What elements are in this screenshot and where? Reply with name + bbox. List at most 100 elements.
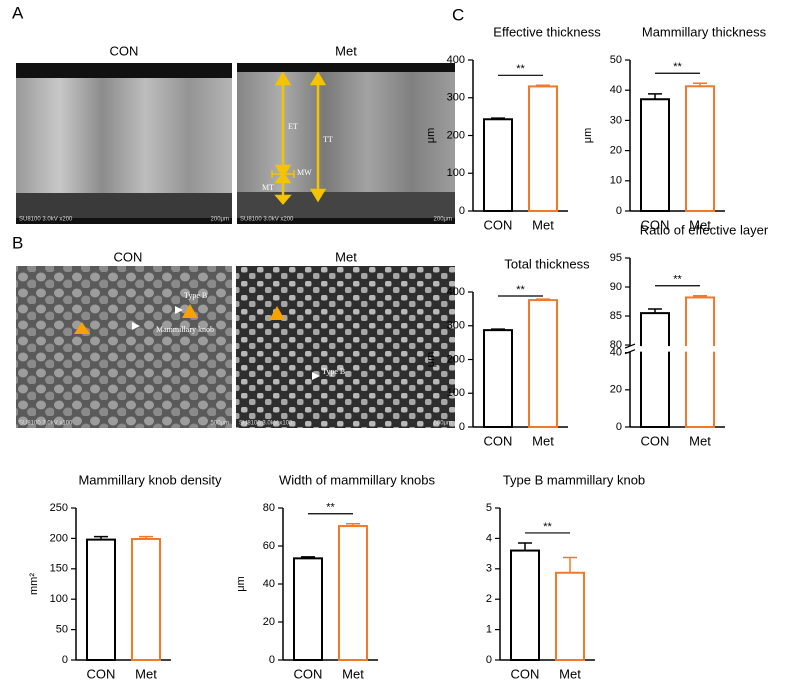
error-bar	[139, 535, 153, 540]
annotation-arrows	[271, 71, 327, 205]
bar	[685, 296, 715, 428]
error-bar	[648, 93, 662, 100]
marker	[182, 304, 198, 318]
annotation: Type B	[184, 291, 207, 300]
y-tick-label: 150	[50, 563, 68, 575]
x-tick-label: Met	[559, 666, 581, 681]
chart-title: Mammillary knob density	[78, 472, 222, 487]
chart-title: Type B mammillary knob	[503, 472, 645, 487]
chart-title: Effective thickness	[493, 24, 601, 39]
error-bar	[563, 556, 577, 573]
error-bar	[536, 84, 550, 87]
y-axis-label: μm	[582, 128, 594, 144]
image-footer: SU8100 3.0kV x200	[19, 217, 73, 223]
y-tick-label: 0	[269, 654, 275, 666]
y-axis-label: μm	[235, 576, 247, 592]
y-tick-label: 50	[56, 624, 68, 636]
scale-label: 200μm	[211, 217, 229, 223]
sem-image	[237, 192, 455, 218]
y-tick-label: 200	[50, 532, 68, 544]
marker	[74, 322, 90, 334]
error-bar	[301, 556, 315, 559]
sem-image	[16, 78, 232, 193]
panel-label: B	[12, 233, 23, 252]
y-tick-label: 90	[610, 281, 622, 293]
y-tick-label: 20	[263, 616, 275, 628]
y-tick-label: 80	[610, 339, 622, 351]
y-tick-label: 100	[50, 593, 68, 605]
error-bar	[648, 308, 662, 314]
panel-label: A	[12, 3, 24, 22]
y-axis-label: mm²	[28, 573, 40, 595]
bar	[86, 538, 116, 662]
chart-title: Mammillary thickness	[642, 24, 767, 39]
y-tick-label: 300	[447, 92, 465, 104]
x-tick-label: Met	[135, 666, 157, 681]
y-tick-label: 50	[610, 54, 622, 66]
y-tick-label: 0	[459, 205, 465, 217]
image-title: CON	[114, 249, 143, 264]
bar	[131, 538, 161, 661]
y-tick-label: 0	[616, 421, 622, 433]
x-tick-label: CON	[511, 666, 540, 681]
significance-label: **	[516, 63, 525, 75]
bar	[483, 118, 513, 212]
panel-label: C	[452, 5, 464, 24]
image-footer: SU8100 3.0kV x200	[240, 217, 294, 223]
y-tick-label: 0	[616, 205, 622, 217]
break-mark	[624, 349, 636, 355]
error-bar	[536, 298, 550, 301]
y-axis-label: μm	[425, 128, 437, 144]
error-bar	[346, 523, 360, 527]
significance-label: **	[673, 274, 682, 286]
y-tick-label: 100	[447, 387, 465, 399]
significance-label: **	[543, 521, 552, 533]
y-tick-label: 20	[610, 384, 622, 396]
x-tick-label: CON	[641, 217, 670, 232]
sem-image	[16, 193, 232, 218]
marker	[175, 306, 183, 314]
chart-title: Total thickness	[504, 256, 590, 271]
x-tick-label: Met	[532, 433, 554, 448]
x-tick-label: Met	[532, 217, 554, 232]
chart-title: Width of mammillary knobs	[279, 472, 436, 487]
significance-label: **	[516, 284, 525, 296]
y-tick-label: 400	[447, 54, 465, 66]
sem-image	[16, 266, 232, 428]
bar	[338, 525, 368, 661]
annotation: ET	[288, 122, 298, 131]
y-tick-label: 95	[610, 252, 622, 264]
y-tick-label: 40	[263, 578, 275, 590]
y-axis-label: μm	[425, 352, 437, 368]
y-tick-label: 0	[486, 654, 492, 666]
y-tick-label: 400	[447, 286, 465, 298]
bar	[293, 557, 323, 661]
y-tick-label: 40	[610, 84, 622, 96]
y-tick-label: 250	[50, 502, 68, 514]
y-tick-label: 60	[263, 540, 275, 552]
x-tick-label: CON	[87, 666, 116, 681]
y-tick-label: 20	[610, 145, 622, 157]
y-tick-label: 200	[447, 353, 465, 365]
error-bar	[693, 294, 707, 298]
x-tick-label: Met	[689, 217, 711, 232]
bar	[483, 329, 513, 429]
annotation: MT	[262, 183, 274, 192]
error-bar	[491, 117, 505, 120]
y-tick-label: 100	[447, 167, 465, 179]
axis-break	[624, 346, 728, 352]
image-title: Met	[335, 249, 357, 264]
y-tick-label: 0	[62, 654, 68, 666]
image-footer: SU8100 3.0kV x100	[239, 421, 293, 427]
x-tick-label: CON	[484, 433, 513, 448]
y-tick-label: 2	[486, 593, 492, 605]
y-tick-label: 80	[263, 502, 275, 514]
y-tick-label: 85	[610, 310, 622, 322]
bar	[640, 98, 670, 212]
significance-label: **	[326, 502, 335, 514]
y-tick-label: 3	[486, 563, 492, 575]
y-tick-label: 300	[447, 320, 465, 332]
y-tick-label: 4	[486, 532, 492, 544]
error-bar	[518, 542, 532, 551]
